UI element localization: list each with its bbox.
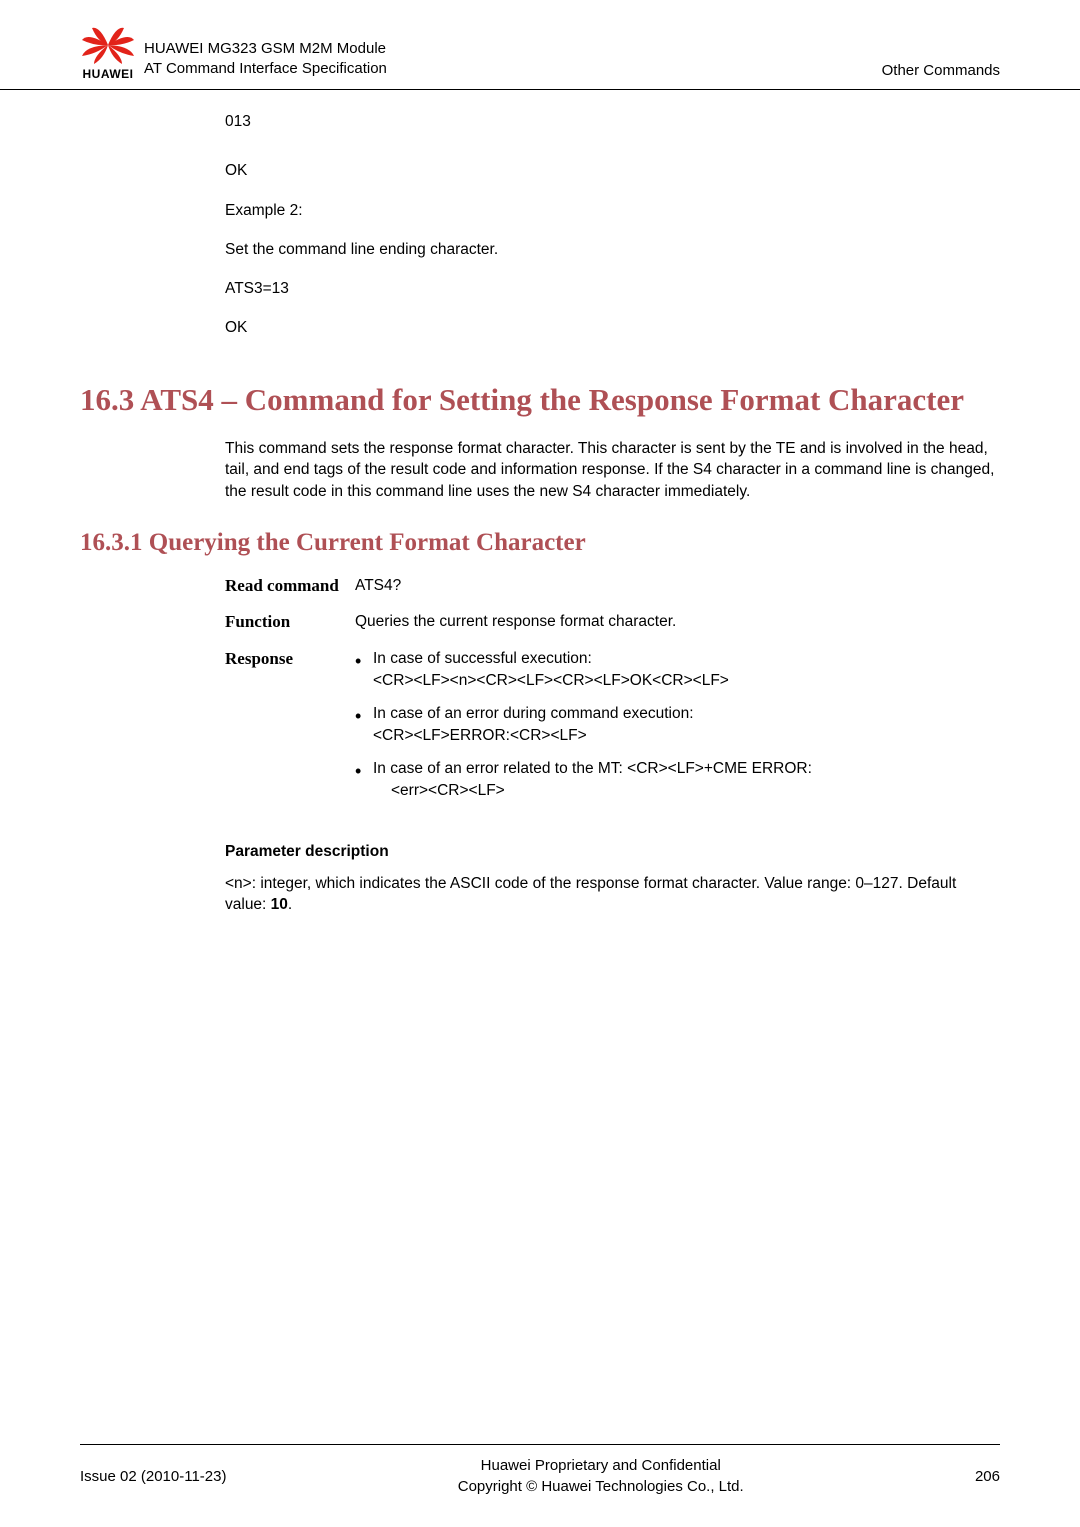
param-body-b: 10 <box>271 896 288 913</box>
value-read: ATS4? <box>355 575 1000 597</box>
content: 013 OK Example 2: Set the command line e… <box>0 90 1080 916</box>
bullet-2a: In case of an error during command execu… <box>373 705 694 722</box>
footer-center: Huawei Proprietary and Confidential Copy… <box>458 1455 744 1497</box>
label-read: Read command <box>225 575 355 597</box>
header-right: Other Commands <box>882 62 1000 81</box>
footer-left: Issue 02 (2010-11-23) <box>80 1468 226 1485</box>
section-16-3-1-heading: 16.3.1 Querying the Current Format Chara… <box>80 529 1000 557</box>
line-ok1: OK <box>225 159 1000 182</box>
param-body-c: . <box>288 896 292 913</box>
parameter-description-body: <n>: integer, which indicates the ASCII … <box>225 873 1000 916</box>
label-response: Response <box>225 648 355 670</box>
footer-center-1: Huawei Proprietary and Confidential <box>458 1455 744 1476</box>
param-body-a: <n>: integer, which indicates the ASCII … <box>225 875 956 914</box>
line-ok2: OK <box>225 316 1000 339</box>
line-013: 013 <box>225 110 1000 133</box>
row-read: Read command ATS4? <box>225 575 1000 597</box>
logo-block: HUAWEI <box>80 24 136 81</box>
page-header: HUAWEI HUAWEI MG323 GSM M2M Module AT Co… <box>0 0 1080 90</box>
section-16-3-body: This command sets the response format ch… <box>225 438 1000 503</box>
value-function: Queries the current response format char… <box>355 611 1000 633</box>
page-footer: Issue 02 (2010-11-23) Huawei Proprietary… <box>80 1444 1000 1497</box>
header-titles: HUAWEI MG323 GSM M2M Module AT Command I… <box>144 39 882 82</box>
label-function: Function <box>225 611 355 633</box>
command-table: Read command ATS4? Function Queries the … <box>225 575 1000 813</box>
value-response: In case of successful execution: <CR><LF… <box>355 648 1000 813</box>
huawei-flower-icon <box>80 24 136 66</box>
top-example-block: 013 OK Example 2: Set the command line e… <box>225 110 1000 340</box>
row-response: Response In case of successful execution… <box>225 648 1000 813</box>
header-title-1: HUAWEI MG323 GSM M2M Module <box>144 39 882 59</box>
bullet-1b: <CR><LF><n><CR><LF><CR><LF>OK<CR><LF> <box>373 672 729 689</box>
bullet-1a: In case of successful execution: <box>373 650 592 667</box>
bullet-3: In case of an error related to the MT: <… <box>355 758 1000 803</box>
footer-center-2: Copyright © Huawei Technologies Co., Ltd… <box>458 1476 744 1497</box>
section-16-3-heading: 16.3 ATS4 – Command for Setting the Resp… <box>80 380 1000 420</box>
bullet-2b: <CR><LF>ERROR:<CR><LF> <box>373 727 587 744</box>
parameter-description-heading: Parameter description <box>225 843 1000 861</box>
bullet-3a: In case of an error related to the MT: <… <box>373 760 812 777</box>
bullet-3b: <err><CR><LF> <box>373 780 1000 802</box>
footer-right: 206 <box>975 1468 1000 1485</box>
logo-text: HUAWEI <box>83 67 134 81</box>
bullet-1: In case of successful execution: <CR><LF… <box>355 648 1000 693</box>
line-ats3: ATS3=13 <box>225 277 1000 300</box>
header-title-2: AT Command Interface Specification <box>144 59 882 79</box>
bullet-2: In case of an error during command execu… <box>355 703 1000 748</box>
row-function: Function Queries the current response fo… <box>225 611 1000 633</box>
line-example2: Example 2: <box>225 199 1000 222</box>
response-bullets: In case of successful execution: <CR><LF… <box>355 648 1000 803</box>
line-set: Set the command line ending character. <box>225 238 1000 261</box>
